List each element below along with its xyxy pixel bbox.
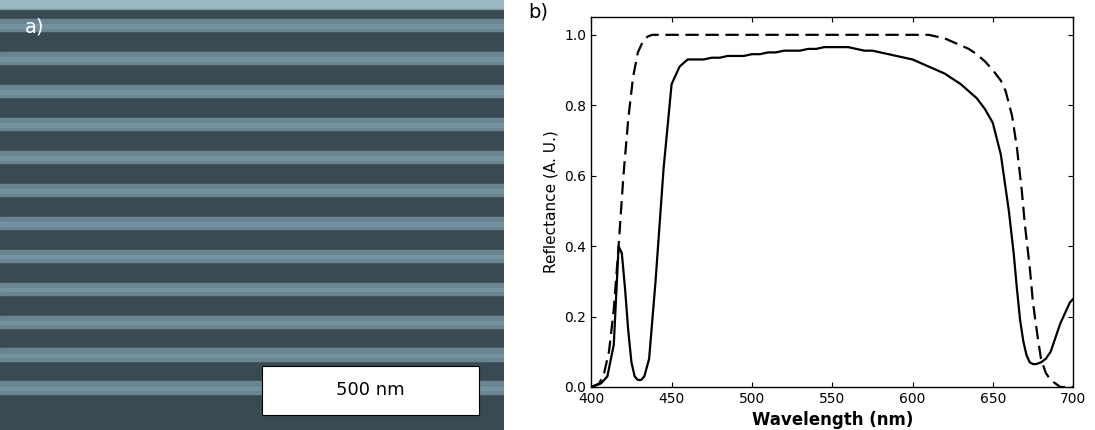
Bar xyxy=(0,123,504,126)
Bar xyxy=(0,108,504,141)
Bar xyxy=(0,371,504,404)
Bar xyxy=(0,354,504,357)
Bar xyxy=(0,74,504,108)
Bar xyxy=(0,9,504,42)
Bar xyxy=(0,184,504,196)
Bar xyxy=(0,42,504,74)
Bar xyxy=(0,338,504,371)
Bar xyxy=(0,288,504,292)
Y-axis label: Reflectance (A. U.): Reflectance (A. U.) xyxy=(544,131,558,273)
Bar xyxy=(0,156,504,160)
Bar xyxy=(262,366,479,415)
Bar xyxy=(0,217,504,229)
Bar xyxy=(0,85,504,97)
Bar xyxy=(0,189,504,193)
Bar xyxy=(0,141,504,173)
Bar xyxy=(0,321,504,324)
Bar xyxy=(0,0,504,24)
Bar xyxy=(0,240,504,272)
Bar xyxy=(0,348,504,361)
X-axis label: Wavelength (nm): Wavelength (nm) xyxy=(751,412,913,430)
Text: b): b) xyxy=(529,3,549,22)
Bar xyxy=(0,0,504,9)
Bar xyxy=(0,255,504,258)
Bar xyxy=(0,222,504,225)
Bar xyxy=(0,173,504,206)
Bar xyxy=(0,90,504,94)
Bar xyxy=(0,206,504,240)
Bar xyxy=(0,272,504,305)
Bar xyxy=(0,249,504,262)
Text: 500 nm: 500 nm xyxy=(336,381,404,399)
Bar xyxy=(0,52,504,64)
Bar xyxy=(0,316,504,328)
Bar xyxy=(0,387,504,390)
Bar xyxy=(0,57,504,61)
Bar xyxy=(0,150,504,163)
Bar xyxy=(0,118,504,130)
Bar xyxy=(0,283,504,295)
Bar xyxy=(0,19,504,31)
Bar xyxy=(0,381,504,394)
Bar xyxy=(0,25,504,28)
Text: a): a) xyxy=(25,17,45,36)
Bar xyxy=(0,305,504,338)
